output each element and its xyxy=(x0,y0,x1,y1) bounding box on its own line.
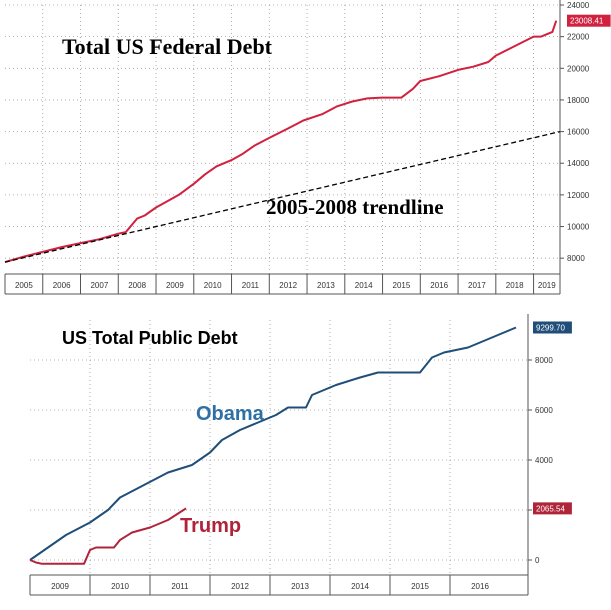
chart2-value-tags: 9299.70 2065.54 xyxy=(533,321,572,515)
y-tick-label: 18000 xyxy=(567,96,590,105)
chart1-trendline-annotation: 2005-2008 trendline xyxy=(266,195,444,219)
x-tick-label: 2010 xyxy=(204,281,222,290)
trump-value-tag: 2065.54 xyxy=(533,502,572,515)
x-tick-label: 2017 xyxy=(468,281,486,290)
chart2-title: US Total Public Debt xyxy=(62,328,238,348)
x-tick-label: 2012 xyxy=(279,281,297,290)
chart2-series-lines xyxy=(29,326,517,565)
x-tick-label: 2012 xyxy=(231,582,249,591)
x-tick-label: 2007 xyxy=(90,281,108,290)
chart1-x-axis: 2005 2006 2007 2008 2009 2010 2011 2012 2013 2014… xyxy=(4,273,560,295)
chart1-gridlines xyxy=(5,4,560,274)
trump-series-line xyxy=(29,507,187,565)
obama-series-label: Obama xyxy=(196,403,265,425)
x-tick-label: 2005 xyxy=(15,281,33,290)
x-tick-label: 2013 xyxy=(317,281,335,290)
trump-value-tag-box xyxy=(533,502,572,515)
y-tick-label: 20000 xyxy=(567,64,590,73)
x-tick-label: 2009 xyxy=(166,281,184,290)
y-tick-label: 12000 xyxy=(567,191,590,200)
chart2-x-axis: 2009 2010 2011 2012 2013 2014 2015 2016 xyxy=(29,574,528,596)
y-tick-label: 14000 xyxy=(567,159,590,168)
x-tick-label: 2013 xyxy=(291,582,309,591)
obama-value-tag-box xyxy=(533,321,572,334)
x-tick-label: 2010 xyxy=(111,582,129,591)
debt-last-value-box xyxy=(567,14,611,27)
x-tick-label: 2011 xyxy=(171,582,189,591)
x-tick-label: 2016 xyxy=(430,281,448,290)
chart1-series-lines xyxy=(4,20,561,264)
obama-value-tag-text: 9299.70 xyxy=(536,324,565,333)
y-tick-label: 10000 xyxy=(567,223,590,232)
debt-series-line xyxy=(4,20,558,264)
y-tick-label: 24000 xyxy=(567,1,590,10)
obama-value-tag: 9299.70 xyxy=(533,321,572,334)
chart1-y-axis: 8000 10000 12000 14000 16000 18000 20000 22000 2… xyxy=(559,0,590,294)
y-tick-label: 0 xyxy=(535,556,540,565)
x-tick-label: 2016 xyxy=(471,582,489,591)
x-tick-label: 2014 xyxy=(355,281,373,290)
y-tick-label: 16000 xyxy=(567,128,590,137)
x-tick-label: 2014 xyxy=(351,582,369,591)
y-tick-label: 22000 xyxy=(567,33,590,42)
x-tick-label: 2011 xyxy=(242,281,260,290)
trend-series-line xyxy=(4,130,561,263)
x-tick-label: 2015 xyxy=(411,582,429,591)
x-tick-label: 2009 xyxy=(51,582,69,591)
chart2-gridlines xyxy=(30,320,528,575)
x-tick-label: 2006 xyxy=(53,281,71,290)
x-tick-label: 2019 xyxy=(538,281,556,290)
debt-last-value-text: 23008.41 xyxy=(570,17,604,26)
x-tick-label: 2008 xyxy=(128,281,146,290)
x-tick-label: 2015 xyxy=(393,281,411,290)
y-tick-label: 8000 xyxy=(567,254,585,263)
chart2-y-axis: 02000400060008000 xyxy=(527,314,553,595)
federal-debt-chart: 2005 2006 2007 2008 2009 2010 2011 2012 2013 2014… xyxy=(4,0,611,295)
chart1-title: Total US Federal Debt xyxy=(62,34,273,59)
x-tick-label: 2018 xyxy=(506,281,524,290)
debt-last-value: 23008.41 xyxy=(567,14,611,27)
trump-value-tag-text: 2065.54 xyxy=(536,504,565,513)
y-tick-label: 4000 xyxy=(535,456,553,465)
y-tick-label: 6000 xyxy=(535,406,553,415)
trump-series-label: Trump xyxy=(180,515,241,537)
y-tick-label: 8000 xyxy=(535,356,553,365)
obama-series-line xyxy=(29,326,517,561)
chart1-last-value-tag: 23008.41 xyxy=(567,14,611,27)
